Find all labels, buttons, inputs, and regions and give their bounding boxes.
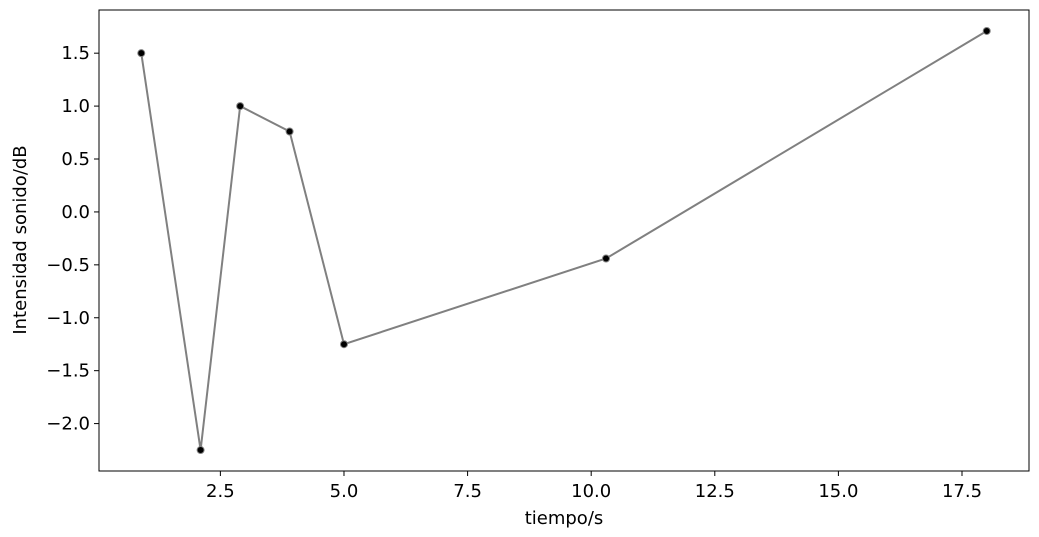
x-tick-label: 2.5	[206, 481, 235, 502]
y-tick-label: 0.0	[61, 202, 90, 223]
data-point	[602, 254, 611, 263]
y-tick-label: −2.0	[46, 414, 90, 435]
data-point	[339, 340, 348, 349]
x-tick-label: 10.0	[571, 481, 611, 502]
data-point	[982, 26, 991, 35]
x-axis-label: tiempo/s	[525, 508, 604, 529]
y-tick-label: 1.5	[61, 43, 90, 64]
y-tick-label: −1.0	[46, 308, 90, 329]
x-tick-label: 17.5	[942, 481, 982, 502]
x-tick-label: 12.5	[695, 481, 735, 502]
x-tick-label: 7.5	[453, 481, 482, 502]
y-tick-label: −0.5	[46, 255, 90, 276]
x-tick-label: 5.0	[330, 481, 359, 502]
data-point	[285, 127, 294, 136]
x-tick-label: 15.0	[818, 481, 858, 502]
data-line	[140, 30, 988, 451]
data-point	[236, 102, 245, 111]
y-tick-label: −1.5	[46, 361, 90, 382]
plot-frame	[98, 9, 1030, 472]
y-tick-label: 1.0	[61, 96, 90, 117]
y-axis-label: Intensidad sonido/dB	[10, 145, 31, 334]
data-point	[196, 446, 205, 455]
y-tick-label: 0.5	[61, 149, 90, 170]
data-point	[137, 49, 146, 58]
